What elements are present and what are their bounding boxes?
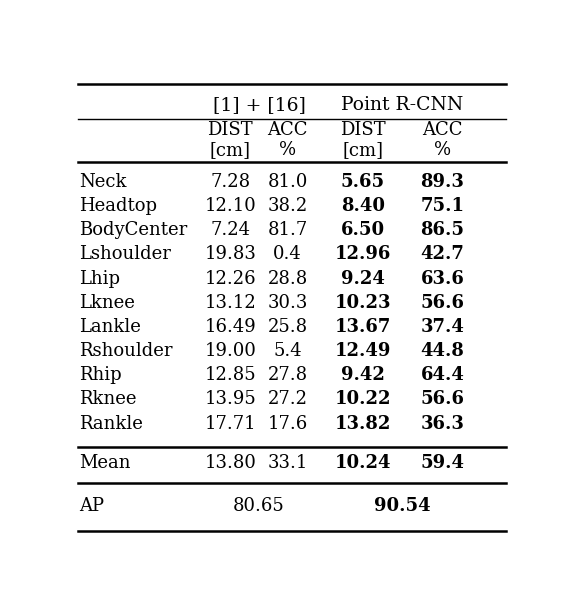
Text: 27.2: 27.2	[268, 390, 308, 408]
Text: Point R-CNN: Point R-CNN	[341, 96, 463, 114]
Text: DIST
[cm]: DIST [cm]	[340, 121, 386, 159]
Text: Rhip: Rhip	[79, 366, 122, 384]
Text: 80.65: 80.65	[233, 497, 285, 515]
Text: 56.6: 56.6	[420, 294, 465, 312]
Text: 13.80: 13.80	[204, 454, 256, 472]
Text: 12.49: 12.49	[335, 342, 391, 360]
Text: 28.8: 28.8	[267, 269, 308, 288]
Text: 81.7: 81.7	[267, 221, 308, 239]
Text: 81.0: 81.0	[267, 173, 308, 191]
Text: 13.82: 13.82	[335, 414, 391, 432]
Text: 12.96: 12.96	[335, 245, 391, 263]
Text: 13.67: 13.67	[335, 318, 391, 336]
Text: 16.49: 16.49	[205, 318, 256, 336]
Text: Lshoulder: Lshoulder	[79, 245, 171, 263]
Text: AP: AP	[79, 497, 104, 515]
Text: 75.1: 75.1	[420, 197, 465, 215]
Text: 27.8: 27.8	[268, 366, 308, 384]
Text: Lknee: Lknee	[79, 294, 135, 312]
Text: 12.26: 12.26	[205, 269, 256, 288]
Text: 6.50: 6.50	[341, 221, 385, 239]
Text: Headtop: Headtop	[79, 197, 157, 215]
Text: 5.65: 5.65	[341, 173, 385, 191]
Text: ACC
%: ACC %	[267, 121, 308, 159]
Text: 56.6: 56.6	[420, 390, 465, 408]
Text: 17.6: 17.6	[267, 414, 308, 432]
Text: 44.8: 44.8	[421, 342, 464, 360]
Text: 30.3: 30.3	[267, 294, 308, 312]
Text: 19.83: 19.83	[204, 245, 256, 263]
Text: 10.23: 10.23	[335, 294, 391, 312]
Text: 7.28: 7.28	[210, 173, 250, 191]
Text: ACC
%: ACC %	[422, 121, 463, 159]
Text: 9.24: 9.24	[341, 269, 385, 288]
Text: 12.85: 12.85	[205, 366, 256, 384]
Text: Lankle: Lankle	[79, 318, 141, 336]
Text: 9.42: 9.42	[341, 366, 385, 384]
Text: 86.5: 86.5	[420, 221, 465, 239]
Text: 90.54: 90.54	[374, 497, 431, 515]
Text: 25.8: 25.8	[268, 318, 308, 336]
Text: DIST
[cm]: DIST [cm]	[207, 121, 253, 159]
Text: 38.2: 38.2	[267, 197, 308, 215]
Text: 13.12: 13.12	[205, 294, 256, 312]
Text: 37.4: 37.4	[421, 318, 464, 336]
Text: 5.4: 5.4	[274, 342, 302, 360]
Text: Rknee: Rknee	[79, 390, 137, 408]
Text: 10.22: 10.22	[335, 390, 391, 408]
Text: 59.4: 59.4	[420, 454, 465, 472]
Text: 17.71: 17.71	[205, 414, 256, 432]
Text: 0.4: 0.4	[274, 245, 302, 263]
Text: 19.00: 19.00	[204, 342, 256, 360]
Text: 89.3: 89.3	[421, 173, 464, 191]
Text: 10.24: 10.24	[335, 454, 391, 472]
Text: [1] + [16]: [1] + [16]	[213, 96, 306, 114]
Text: 12.10: 12.10	[205, 197, 256, 215]
Text: 13.95: 13.95	[205, 390, 256, 408]
Text: Rshoulder: Rshoulder	[79, 342, 173, 360]
Text: 64.4: 64.4	[421, 366, 464, 384]
Text: Mean: Mean	[79, 454, 131, 472]
Text: 63.6: 63.6	[421, 269, 464, 288]
Text: 33.1: 33.1	[267, 454, 308, 472]
Text: Neck: Neck	[79, 173, 127, 191]
Text: Rankle: Rankle	[79, 414, 143, 432]
Text: 8.40: 8.40	[341, 197, 385, 215]
Text: Lhip: Lhip	[79, 269, 120, 288]
Text: 42.7: 42.7	[421, 245, 464, 263]
Text: 36.3: 36.3	[421, 414, 464, 432]
Text: BodyCenter: BodyCenter	[79, 221, 188, 239]
Text: 7.24: 7.24	[210, 221, 250, 239]
